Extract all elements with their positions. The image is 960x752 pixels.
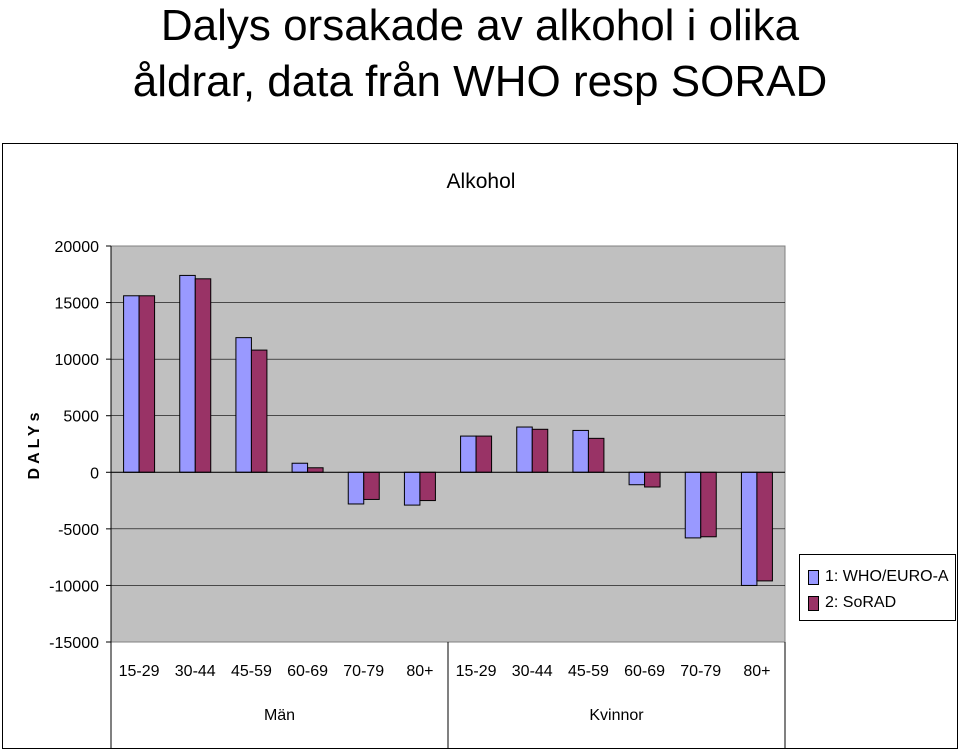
y-tick-label: 0 [90,465,99,482]
bar-series1 [291,462,309,473]
y-tick-label: -15000 [49,635,99,652]
x-tick-label: 45-59 [231,663,272,680]
legend-swatch-sorad [808,595,819,611]
x-tick-label: 60-69 [624,663,665,680]
y-tick-label: 5000 [63,409,99,426]
bar-series2 [531,428,549,473]
bar-series2 [194,278,212,473]
legend-item-sorad: 2: SoRAD [808,593,896,613]
bar-series1 [123,295,140,473]
x-group-label: Män [264,707,295,724]
bar-chart: Alkohol DALYs 20000 15000 10000 5000 0 -5000 -… [26,170,786,748]
bar-series2 [419,471,436,502]
legend-swatch-who [808,569,819,585]
bar-series2 [700,471,717,538]
bar-series2 [587,437,605,473]
y-axis-label: DALYs [26,409,43,480]
bar-series2 [250,349,268,473]
bar-series2 [756,471,773,582]
plot-background [110,245,786,643]
x-tick-label: 30-44 [512,663,553,680]
bar-series1 [347,471,365,505]
y-tick-label: 15000 [55,296,100,313]
y-tick-label: -5000 [58,522,99,539]
page-title-line-1: Dalys orsakade av alkohol i olika [160,1,800,50]
y-tick-label: 20000 [55,239,100,256]
bar-series1 [740,471,758,586]
bar-series1 [684,471,702,539]
y-tick-label: 10000 [55,352,100,369]
bar-series1 [628,471,646,486]
x-tick-label: 15-29 [456,663,497,680]
x-tick-label: 80+ [406,663,433,680]
chart-title: Alkohol [447,170,516,193]
bar-series1 [179,274,196,473]
legend-label-who: 1: WHO/EURO-A [825,568,949,585]
bar-series2 [307,467,324,473]
x-tick-label: 70-79 [343,663,384,680]
x-tick-label: 80+ [743,663,770,680]
y-tick-label: -10000 [49,578,99,595]
bar-series2 [644,471,661,488]
legend: 1: WHO/EURO-A 2: SoRAD [799,554,956,621]
x-tick-label: 45-59 [568,663,609,680]
x-tick-label: 70-79 [680,663,721,680]
chart-container: Alkohol DALYs 20000 15000 10000 5000 0 -5000 -… [2,143,958,749]
legend-item-who: 1: WHO/EURO-A [808,567,949,587]
bar-series1 [460,435,477,473]
bar-series2 [475,435,493,473]
plot-area: 20000 15000 10000 5000 0 -5000 -10000 -15000 15-… [49,239,786,748]
bar-series1 [403,471,421,506]
bar-series2 [363,471,380,500]
x-group-label: Kvinnor [589,707,644,724]
bar-series1 [516,426,533,473]
x-tick-label: 15-29 [119,663,160,680]
x-tick-label: 30-44 [175,663,216,680]
bar-series1 [235,337,252,473]
page-title-line-2: åldrar, data från WHO resp SORAD [132,57,828,106]
legend-label-sorad: 2: SoRAD [825,594,897,611]
bar-series2 [138,295,156,473]
x-tick-label: 60-69 [287,663,328,680]
bar-series1 [572,429,589,473]
